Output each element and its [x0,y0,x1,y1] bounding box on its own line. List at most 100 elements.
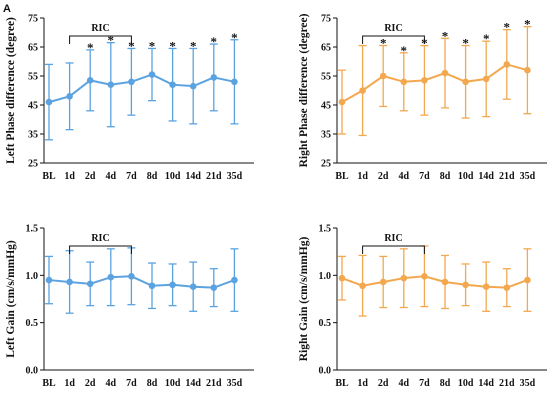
x-tick-label: 21d [499,378,515,389]
x-tick-label: BL [42,378,56,389]
data-point [441,69,449,77]
x-tick-label: BL [42,171,56,182]
significance-star: * [87,40,94,55]
significance-star: * [442,28,449,43]
y-tick-label: 65 [28,43,38,54]
x-tick-label: 1d [64,171,75,182]
x-tick-label: 14d [478,378,494,389]
data-point [503,61,511,68]
x-tick-label: 35d [520,171,536,182]
series-line [341,275,528,289]
data-point [359,282,366,290]
y-tick-label: 1.5 [26,224,39,235]
y-tick-label: 0.0 [26,366,39,377]
data-point [400,78,408,86]
x-tick-label: 10d [458,378,474,389]
y-tick-label: 1.5 [319,224,332,235]
y-tick-label: 25 [28,159,38,170]
y-tick-label: 35 [28,130,38,141]
data-point [379,278,387,286]
x-tick-label: 4d [106,171,117,182]
y-tick-label: 0.0 [319,366,332,377]
significance-star: * [231,30,238,45]
x-tick-label: 2d [85,171,96,182]
significance-star: * [524,17,531,32]
data-point [441,278,449,286]
y-axis-label: Left Gain (cm/s/mmHg) [5,240,17,358]
data-point [462,78,469,86]
ric-label: RIC [384,233,402,244]
ric-bracket [362,245,425,254]
data-point [128,272,135,280]
data-point [379,72,387,80]
x-tick-label: 21d [206,378,222,389]
significance-star: * [401,43,408,58]
data-point [338,98,346,106]
x-tick-label: 7d [126,171,137,182]
x-tick-label: 8d [440,171,451,182]
x-tick-label: 4d [106,378,117,389]
data-point [210,284,218,291]
x-tick-label: 35d [227,378,243,389]
y-tick-label: 35 [321,130,331,141]
y-axis-label: Right Gain (cm/s/mmHg) [298,237,310,362]
significance-star: * [504,20,511,35]
data-point [524,276,531,284]
chart-left-phase: 25 35 45 55 65 75 BL 1d 2d 4d 7d 8d 10d 14d 21d 35d Left… [5,14,254,182]
x-tick-label: 14d [185,378,201,389]
series-line [48,275,235,289]
significance-star: * [169,38,176,53]
x-tick-label: 10d [458,171,474,182]
ric-bracket [69,245,132,254]
data-point [45,98,53,106]
chart-right-gain: 0.0 0.5 1.0 1.5 BL 1d 2d 4d 7d 8d 10d 14d 21d 35d Righ… [298,224,547,389]
x-tick-label: 21d [206,171,222,182]
x-tick-label: BL [335,378,349,389]
x-tick-label: 1d [64,378,75,389]
significance-star: * [483,31,490,46]
data-point [148,282,156,290]
data-point [86,280,94,288]
panel-label: A [3,3,11,15]
series-line [48,73,235,104]
x-tick-label: 8d [440,378,451,389]
series-line [341,63,528,103]
x-tick-label: 8d [147,378,158,389]
data-point [169,81,176,88]
chart-right-phase: 25 35 45 55 65 75 BL 1d 2d 4d 7d 8d 10d 14d 21d 35d Righ… [298,13,547,182]
x-tick-label: 14d [478,171,494,182]
y-tick-label: 1.0 [26,271,39,282]
data-point [338,274,346,282]
significance-star: * [149,38,156,53]
x-tick-label: 4d [399,378,410,389]
x-tick-label: 7d [419,378,430,389]
x-tick-label: 7d [126,378,137,389]
y-tick-label: 0.5 [26,318,39,329]
data-point [189,283,197,290]
x-tick-label: BL [335,171,349,182]
data-point [503,284,511,291]
data-point [169,281,176,289]
data-point [107,81,115,88]
x-tick-label: 8d [147,171,158,182]
x-tick-label: 2d [85,378,96,389]
y-tick-label: 65 [321,43,331,54]
significance-star: * [211,34,218,49]
y-tick-label: 1.0 [319,271,332,282]
x-tick-label: 35d [227,171,243,182]
y-axis-label: Right Phase difference (degree) [298,13,310,167]
y-tick-label: 45 [28,101,38,112]
x-tick-label: 35d [520,378,536,389]
ric-label: RIC [91,233,109,244]
ric-label: RIC [384,23,402,34]
y-axis-label: Left Phase difference (degree) [5,17,17,164]
x-tick-label: 4d [399,171,410,182]
x-tick-label: 1d [357,378,368,389]
data-point [400,274,408,282]
x-tick-label: 1d [357,171,368,182]
y-tick-label: 0.5 [319,318,332,329]
y-tick-label: 75 [28,14,38,25]
x-tick-label: 10d [165,378,181,389]
data-point [462,281,469,289]
